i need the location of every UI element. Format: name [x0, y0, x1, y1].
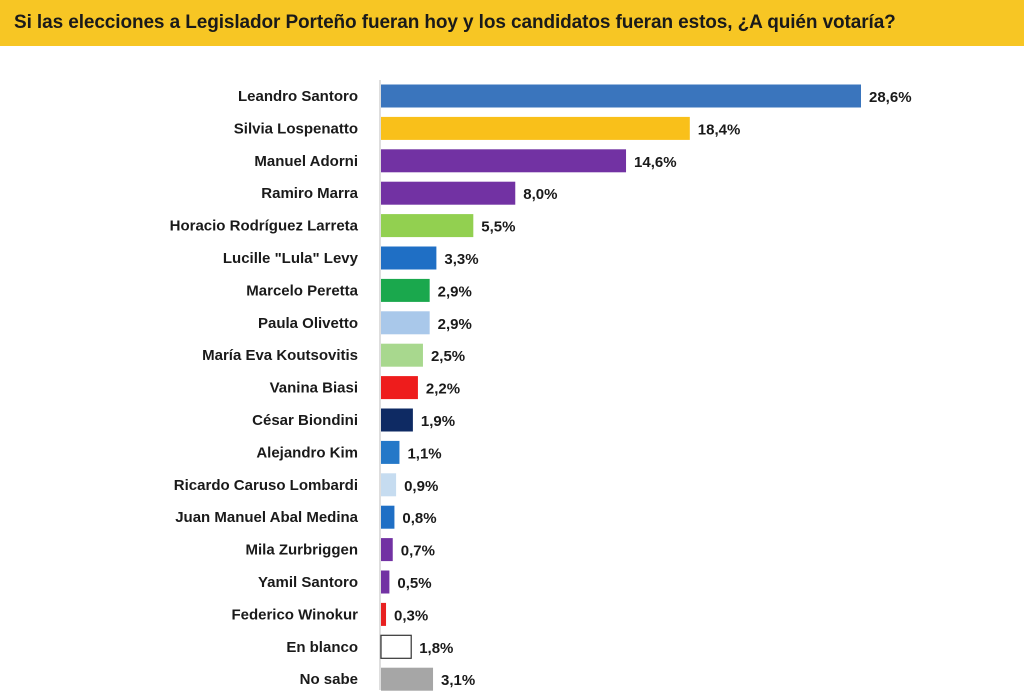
value-label: 2,5%	[431, 348, 465, 365]
bar	[381, 505, 395, 529]
value-label: 0,7%	[401, 543, 435, 560]
bar	[381, 214, 474, 238]
chart-title: Si las elecciones a Legislador Porteño f…	[14, 12, 896, 33]
category-label: Federico Winokur	[231, 606, 358, 623]
bar	[380, 634, 412, 659]
category-label: María Eva Koutsovitis	[202, 347, 358, 364]
value-label: 0,8%	[402, 510, 436, 527]
title-bar: Si las elecciones a Legislador Porteño f…	[0, 0, 1024, 46]
bar	[381, 570, 390, 594]
bar	[381, 181, 516, 205]
bar	[381, 473, 397, 497]
category-label: Vanina Biasi	[270, 380, 358, 397]
value-label: 0,5%	[397, 575, 431, 592]
category-label: Silvia Lospenatto	[234, 120, 358, 137]
bar	[381, 116, 690, 140]
category-label: Lucille "Lula" Levy	[223, 250, 359, 267]
bar	[381, 311, 430, 335]
value-label: 8,0%	[523, 186, 557, 203]
value-label: 2,2%	[426, 381, 460, 398]
bar	[381, 149, 627, 173]
category-label: Yamil Santoro	[258, 574, 358, 591]
value-label: 1,8%	[419, 640, 453, 657]
bar	[381, 343, 423, 367]
value-label: 18,4%	[698, 121, 741, 138]
value-label: 3,1%	[441, 672, 475, 689]
bar	[381, 667, 434, 691]
bar	[381, 84, 861, 108]
category-label: Juan Manuel Abal Medina	[175, 509, 358, 526]
category-label: Ramiro Marra	[261, 185, 358, 202]
bar	[381, 602, 387, 626]
bar	[381, 246, 437, 270]
category-label: Paula Olivetto	[258, 315, 358, 332]
category-label: Ricardo Caruso Lombardi	[174, 477, 358, 494]
category-label: Leandro Santoro	[238, 88, 358, 105]
category-label: Alejandro Kim	[256, 444, 358, 461]
bar	[381, 408, 413, 432]
value-label: 1,9%	[421, 413, 455, 430]
category-label: No sabe	[300, 671, 358, 688]
value-label: 14,6%	[634, 154, 677, 171]
value-label: 2,9%	[438, 316, 472, 333]
value-label: 1,1%	[407, 445, 441, 462]
value-label: 0,9%	[404, 478, 438, 495]
category-label: En blanco	[286, 639, 358, 656]
bar	[381, 376, 418, 400]
value-label: 3,3%	[444, 251, 478, 268]
value-label: 5,5%	[481, 219, 515, 236]
category-label: Manuel Adorni	[254, 153, 358, 170]
category-label: Horacio Rodríguez Larreta	[170, 218, 359, 235]
value-label: 0,3%	[394, 607, 428, 624]
value-label: 28,6%	[869, 89, 912, 106]
category-label: César Biondini	[252, 412, 358, 429]
category-label: Mila Zurbriggen	[246, 542, 359, 559]
category-label: Marcelo Peretta	[246, 282, 358, 299]
bar	[381, 440, 400, 464]
bar	[381, 538, 393, 562]
value-label: 2,9%	[438, 283, 472, 300]
bar	[381, 278, 430, 302]
